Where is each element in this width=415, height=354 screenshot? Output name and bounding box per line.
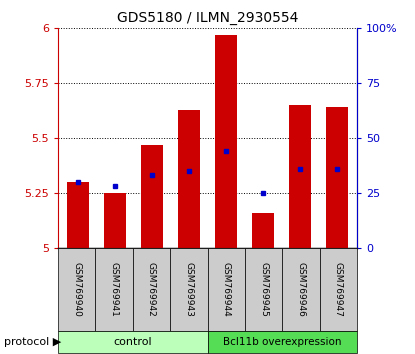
Bar	[178, 109, 200, 248]
Bar	[215, 35, 237, 248]
Bar	[104, 193, 126, 248]
Bar	[289, 105, 311, 248]
Text: GSM769944: GSM769944	[222, 262, 231, 317]
Text: GSM769946: GSM769946	[296, 262, 305, 317]
Bar	[252, 213, 274, 248]
Text: GSM769945: GSM769945	[259, 262, 268, 317]
Text: GSM769942: GSM769942	[147, 262, 156, 317]
Title: GDS5180 / ILMN_2930554: GDS5180 / ILMN_2930554	[117, 11, 298, 24]
Text: GSM769940: GSM769940	[72, 262, 81, 317]
Text: Bcl11b overexpression: Bcl11b overexpression	[223, 337, 342, 347]
Text: GSM769941: GSM769941	[110, 262, 119, 317]
Bar	[141, 145, 163, 248]
Text: GSM769943: GSM769943	[184, 262, 193, 317]
Bar	[67, 182, 90, 248]
Text: protocol ▶: protocol ▶	[4, 337, 61, 347]
Text: control: control	[113, 337, 152, 347]
Bar	[325, 107, 348, 248]
Text: GSM769947: GSM769947	[334, 262, 343, 317]
